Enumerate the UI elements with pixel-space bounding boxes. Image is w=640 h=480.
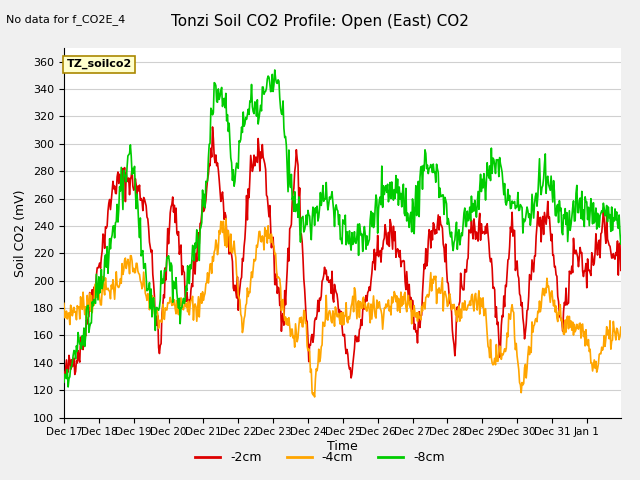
X-axis label: Time: Time [327, 440, 358, 453]
Y-axis label: Soil CO2 (mV): Soil CO2 (mV) [15, 189, 28, 276]
Text: Tonzi Soil CO2 Profile: Open (East) CO2: Tonzi Soil CO2 Profile: Open (East) CO2 [171, 14, 469, 29]
Text: TZ_soilco2: TZ_soilco2 [67, 59, 132, 69]
Text: No data for f_CO2E_4: No data for f_CO2E_4 [6, 14, 125, 25]
Legend: -2cm, -4cm, -8cm: -2cm, -4cm, -8cm [190, 446, 450, 469]
